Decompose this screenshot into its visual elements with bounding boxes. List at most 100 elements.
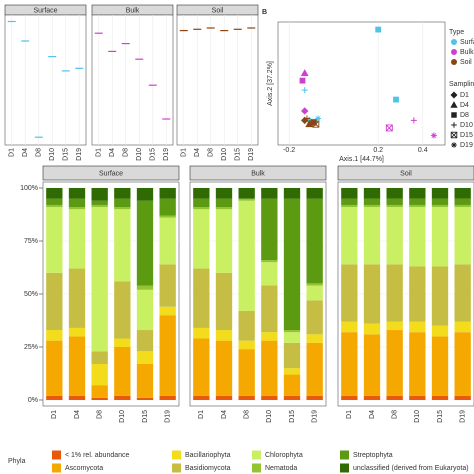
legend-label: D10: [460, 122, 473, 129]
bar-segment: [91, 385, 108, 398]
bar-segment: [136, 285, 154, 290]
bar-segment: [409, 188, 426, 199]
bar-segment: [261, 198, 278, 261]
bar-segment: [238, 395, 255, 400]
bar-segment: [68, 395, 86, 400]
legend-label: Surface: [460, 39, 474, 46]
bar-segment: [159, 315, 176, 396]
x-tick-label: D8: [392, 410, 399, 419]
legend-swatch: [252, 463, 261, 473]
bar-segment: [193, 268, 210, 328]
bar-segment: [386, 198, 403, 205]
x-tick-label: D10: [414, 410, 421, 423]
bar-segment: [193, 188, 210, 199]
bar-segment: [136, 351, 154, 364]
bar-segment: [114, 207, 131, 210]
x-tick-label: D1: [346, 410, 353, 419]
bar-segment: [114, 338, 131, 347]
bar-segment: [193, 209, 210, 269]
y-tick-label: 50%: [24, 291, 38, 298]
bar-segment: [454, 188, 471, 199]
bar-segment: [46, 207, 63, 273]
bar-segment: [454, 207, 471, 265]
legend-label: Bacillariophyta: [185, 452, 231, 459]
bar-segment: [261, 332, 278, 341]
bar-segment: [454, 264, 471, 322]
legend-swatch: [52, 463, 61, 473]
bar-segment: [386, 188, 403, 199]
legend-swatch: [451, 59, 457, 65]
bar-segment: [386, 330, 403, 396]
bar-segment: [431, 207, 449, 267]
legend-swatch: [340, 450, 349, 460]
x-tick-label: D15: [63, 148, 70, 161]
legend-label: < 1% rel. abundance: [65, 452, 130, 459]
legend-shape: [450, 91, 458, 99]
bar-segment: [91, 207, 108, 352]
bar-segment: [283, 395, 301, 400]
bar-segment: [306, 300, 323, 335]
bar-segment: [215, 209, 233, 273]
x-tick-label: D10: [119, 410, 126, 423]
legend-label: D1: [460, 92, 469, 99]
x-tick-label: D1: [9, 148, 16, 157]
bar-segment: [159, 217, 176, 265]
x-tick-label: D8: [36, 148, 43, 157]
legend-swatch: [172, 463, 181, 473]
facet-title: Soil: [400, 170, 412, 177]
bar-segment: [193, 198, 210, 208]
x-tick-label: D4: [109, 148, 116, 157]
facet-title: Soil: [212, 7, 224, 14]
bar-segment: [283, 368, 301, 375]
bar-segment: [341, 198, 358, 205]
y-tick-label: 75%: [24, 238, 38, 245]
bar-segment: [283, 188, 301, 199]
bar-segment: [238, 310, 255, 341]
bar-segment: [431, 204, 449, 208]
x-tick-label: D1: [198, 410, 205, 419]
bar-segment: [68, 268, 86, 328]
bar-segment: [136, 289, 154, 331]
bar-segment: [363, 323, 381, 335]
bar-segment: [91, 188, 108, 201]
x-tick-label: D8: [208, 148, 215, 157]
panel-label: B: [262, 9, 267, 16]
bar-segment: [136, 397, 154, 400]
bar-segment: [215, 340, 233, 396]
bar-segment: [91, 397, 108, 400]
bar-segment: [193, 395, 210, 400]
bar-segment: [114, 281, 131, 339]
bar-segment: [386, 395, 403, 400]
x-axis-title: Axis.1 [44.7%]: [339, 156, 384, 163]
bar-segment: [159, 395, 176, 400]
bar-segment: [409, 321, 426, 333]
legend-shape: [451, 122, 457, 128]
bar-segment: [136, 188, 154, 201]
bar-segment: [46, 395, 63, 400]
x-tick-label: D1: [96, 148, 103, 157]
bar-segment: [386, 264, 403, 322]
y-tick-label: 100%: [20, 185, 38, 192]
bar-segment: [341, 207, 358, 265]
x-tick-label: D15: [142, 410, 149, 423]
bar-segment: [114, 198, 131, 208]
bar-segment: [215, 207, 233, 210]
bar-segment: [341, 321, 358, 333]
x-tick-label: D19: [163, 148, 170, 161]
bar-segment: [114, 188, 131, 199]
legend-label: Bulk: [460, 49, 474, 56]
bar-segment: [215, 188, 233, 199]
legend-label: Nematoda: [265, 465, 297, 472]
x-tick-label: D19: [312, 410, 319, 423]
x-tick-label: D15: [235, 148, 242, 161]
bar-segment: [68, 209, 86, 269]
bar-segment: [46, 272, 63, 331]
point: [299, 77, 306, 84]
bar-segment: [136, 363, 154, 398]
facet-strip: [42, 165, 180, 181]
x-tick-label: D4: [194, 148, 201, 157]
facet-panel: [4, 14, 87, 146]
legend-shape: [451, 142, 457, 148]
x-tick-label: D10: [221, 148, 228, 161]
bar-segment: [363, 198, 381, 205]
